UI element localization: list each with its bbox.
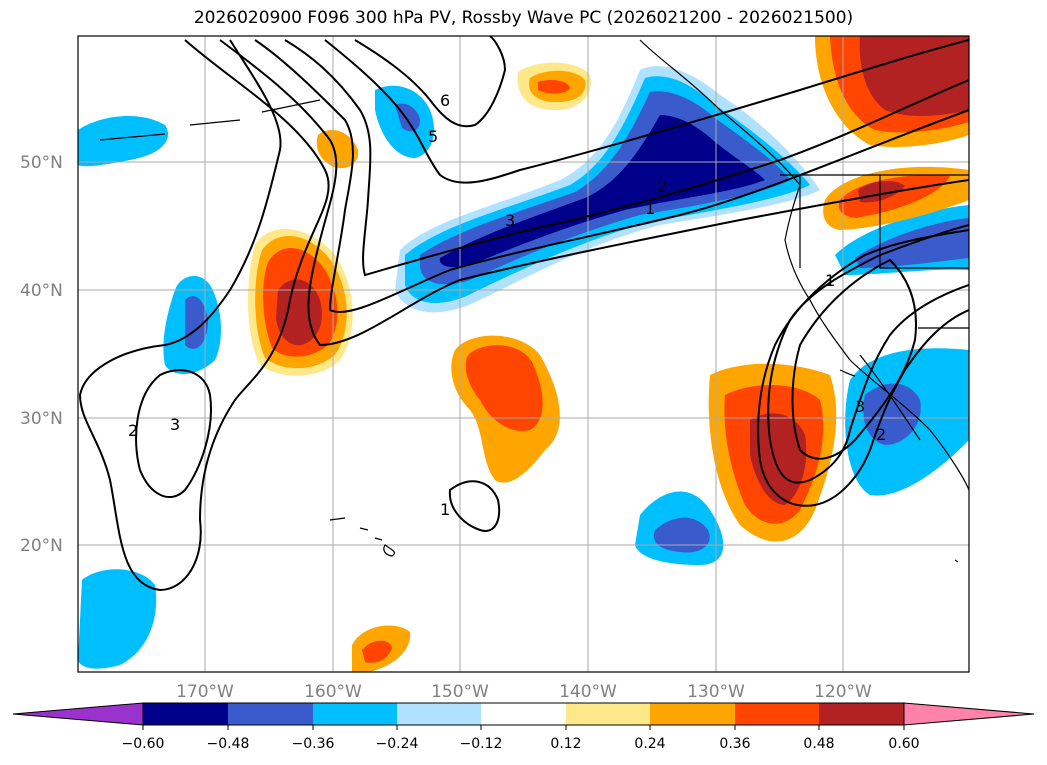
- pv-positive-small: [316, 130, 359, 169]
- page-title: 2026020900 F096 300 hPa PV, Rossby Wave …: [193, 8, 854, 28]
- longitude-axis: 170°W 160°W 150°W 140°W 130°W 120°W: [176, 682, 872, 702]
- colorbar-tick-5: −0.12: [460, 736, 503, 752]
- contour-lines: [78, 36, 969, 592]
- colorbar-min-arrow: [12, 702, 144, 726]
- lat-label-20: 20°N: [20, 536, 63, 556]
- contour-label-3: 3: [505, 211, 515, 230]
- colorbar-bin-1: [143, 703, 228, 725]
- pv-positive-sw-red: [362, 640, 392, 663]
- pv-negative-s-core: [653, 517, 710, 553]
- colorbar-tick-2: −0.48: [207, 736, 250, 752]
- colorbar: −0.60 −0.48 −0.36 −0.24 −0.12 0.12 0.24 …: [12, 702, 1035, 752]
- contour-label-2: 2: [657, 177, 667, 196]
- coastlines: [99, 39, 969, 563]
- latitude-axis: 50°N 40°N 30°N 20°N: [20, 153, 63, 556]
- pv-positive-west-dark: [276, 279, 322, 346]
- contour-label-1c: 1: [440, 500, 450, 519]
- graticule: [78, 36, 969, 672]
- contour-label-2b: 2: [128, 421, 138, 440]
- lon-label-130: 130°W: [687, 682, 745, 702]
- pv-positive-ne-dark: [859, 36, 969, 116]
- colorbar-max-arrow: [903, 702, 1035, 726]
- colorbar-bin-7: [650, 703, 735, 725]
- colorbar-bin-6: [566, 703, 650, 725]
- colorbar-tick-3: −0.36: [292, 736, 335, 752]
- colorbar-tick-7: 0.24: [634, 736, 665, 752]
- colorbar-bin-4: [397, 703, 481, 725]
- contour-label-5: 5: [428, 127, 438, 146]
- colorbar-tick-9: 0.48: [803, 736, 834, 752]
- colorbar-bin-3: [313, 703, 397, 725]
- lat-label-50: 50°N: [20, 153, 63, 173]
- colorbar-tick-8: 0.36: [719, 736, 750, 752]
- contour-label-3b: 3: [170, 415, 180, 434]
- colorbar-bin-5: [481, 703, 566, 725]
- pv-negative-nw: [78, 115, 169, 167]
- colorbar-bin-2: [228, 703, 313, 725]
- colorbar-outline: [142, 702, 905, 726]
- shading-layer: [78, 36, 969, 672]
- pv-negative-w-core: [185, 296, 208, 349]
- contour-label-1: 1: [645, 199, 655, 218]
- colorbar-bin-9: [819, 703, 904, 725]
- pv-positive-center-red: [465, 345, 543, 431]
- contour-label-6: 6: [440, 91, 450, 110]
- contour-labels: 6 5 2 1 3 1 2 3 1 2 3: [128, 91, 886, 519]
- pv-negative-sw: [78, 569, 157, 669]
- lat-label-30: 30°N: [20, 409, 63, 429]
- lon-label-170: 170°W: [176, 682, 234, 702]
- colorbar-tick-10: 0.60: [888, 736, 919, 752]
- pv-positive-north-red: [538, 80, 570, 94]
- colorbar-tick-6: 0.12: [550, 736, 581, 752]
- map-border: [77, 35, 970, 673]
- colorbar-tick-4: −0.24: [376, 736, 419, 752]
- lon-label-150: 150°W: [431, 682, 489, 702]
- lon-label-160: 160°W: [304, 682, 362, 702]
- lat-label-40: 40°N: [20, 281, 63, 301]
- pv-negative-streak-navy: [439, 115, 765, 268]
- colorbar-bin-8: [735, 703, 819, 725]
- colorbar-tick-1: −0.60: [122, 736, 165, 752]
- contour-label-3c: 3: [855, 397, 865, 416]
- contour-label-1b: 1: [825, 271, 835, 290]
- lon-label-120: 120°W: [814, 682, 872, 702]
- contour-label-2c: 2: [876, 425, 886, 444]
- lon-label-140: 140°W: [559, 682, 617, 702]
